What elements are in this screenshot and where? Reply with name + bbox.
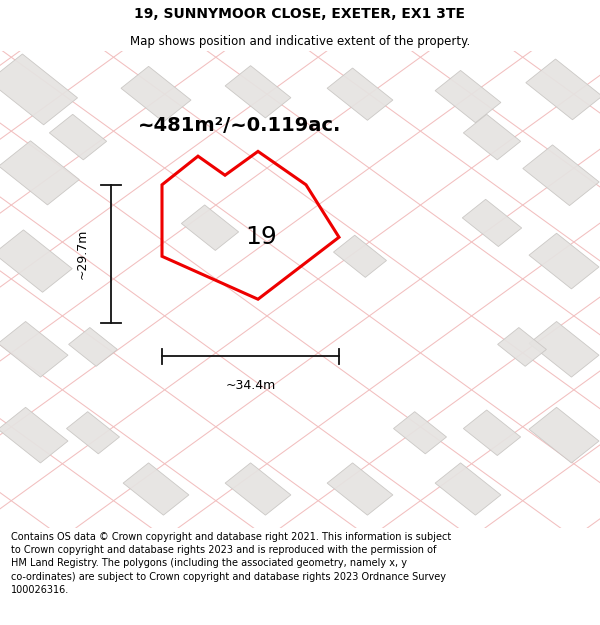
Polygon shape: [463, 410, 521, 456]
Polygon shape: [0, 54, 77, 125]
Polygon shape: [529, 321, 599, 377]
Text: Contains OS data © Crown copyright and database right 2021. This information is : Contains OS data © Crown copyright and d…: [11, 532, 451, 595]
Polygon shape: [225, 463, 291, 515]
Polygon shape: [0, 230, 72, 292]
Polygon shape: [181, 205, 239, 251]
Polygon shape: [0, 321, 68, 377]
Polygon shape: [123, 463, 189, 515]
Text: 19, SUNNYMOOR CLOSE, EXETER, EX1 3TE: 19, SUNNYMOOR CLOSE, EXETER, EX1 3TE: [134, 8, 466, 21]
Polygon shape: [0, 408, 68, 463]
Polygon shape: [529, 233, 599, 289]
Polygon shape: [463, 199, 521, 246]
Polygon shape: [121, 66, 191, 122]
Polygon shape: [497, 328, 547, 366]
Polygon shape: [334, 235, 386, 278]
Text: ~29.7m: ~29.7m: [76, 229, 89, 279]
Polygon shape: [526, 59, 600, 120]
Polygon shape: [49, 114, 107, 160]
Polygon shape: [463, 114, 521, 160]
Polygon shape: [67, 412, 119, 454]
Text: ~34.4m: ~34.4m: [226, 379, 275, 391]
Polygon shape: [435, 71, 501, 122]
Polygon shape: [225, 66, 291, 118]
Polygon shape: [0, 141, 79, 205]
Text: 19: 19: [245, 225, 277, 249]
Polygon shape: [523, 145, 599, 206]
Text: ~481m²/~0.119ac.: ~481m²/~0.119ac.: [138, 116, 341, 134]
Polygon shape: [529, 408, 599, 463]
Polygon shape: [327, 68, 393, 120]
Polygon shape: [394, 412, 446, 454]
Polygon shape: [327, 463, 393, 515]
Polygon shape: [435, 463, 501, 515]
Text: Map shows position and indicative extent of the property.: Map shows position and indicative extent…: [130, 34, 470, 48]
Polygon shape: [68, 328, 118, 366]
